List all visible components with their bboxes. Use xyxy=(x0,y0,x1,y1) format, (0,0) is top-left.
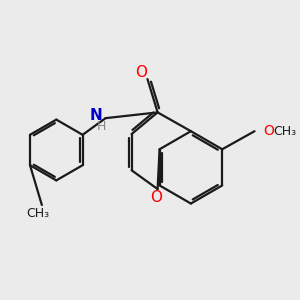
Text: CH₃: CH₃ xyxy=(273,125,296,138)
Text: H: H xyxy=(97,120,106,133)
Text: CH₃: CH₃ xyxy=(26,207,49,220)
Text: O: O xyxy=(135,65,147,80)
Text: O: O xyxy=(263,124,274,138)
Text: O: O xyxy=(150,190,162,205)
Text: N: N xyxy=(90,108,103,123)
